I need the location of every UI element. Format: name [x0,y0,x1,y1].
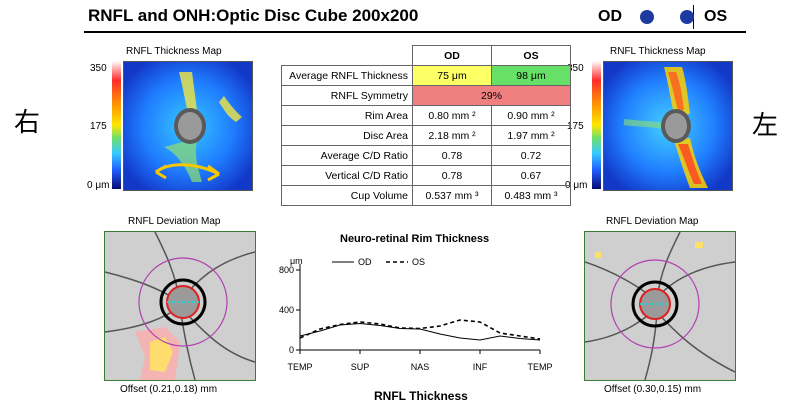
od-value: 0.78 [412,165,492,186]
row-label: Cup Volume [281,185,413,206]
od-scale-min: 0 μm [87,180,110,191]
legend-label-os: OS [412,257,425,267]
os-value: 0.72 [491,145,571,166]
metrics-table-container: OD OS Average RNFL Thickness 75 μm 98 μm… [281,45,571,206]
od-value: 2.18 mm ² [412,125,492,146]
right-eye-side-label: 右 [14,108,41,138]
od-scale-mid: 175 [90,121,107,132]
row-label: Average C/D Ratio [281,145,413,166]
table-row: RNFL Symmetry 29% [281,85,571,106]
table-row: Average RNFL Thickness 75 μm 98 μm [281,65,571,86]
od-scale-max: 350 [90,63,107,74]
row-label: Average RNFL Thickness [281,65,413,86]
page-title: RNFL and ONH:Optic Disc Cube 200x200 [88,6,419,25]
table-row: Average C/D Ratio 0.78 0.72 [281,145,571,166]
od-deviation-map-label: RNFL Deviation Map [128,216,221,227]
od-color-scale [112,61,121,189]
metrics-table: OD OS Average RNFL Thickness 75 μm 98 μm… [281,45,571,206]
x-tick-label: SUP [351,362,370,372]
y-tick-label: 0 [289,345,294,355]
os-value: 0.67 [491,165,571,186]
os-thickness-map-label: RNFL Thickness Map [610,46,706,57]
os-color-scale [592,61,601,189]
y-tick-label: 800 [279,265,294,275]
os-value: 98 μm [491,65,571,86]
os-dot-icon [680,10,694,24]
os-scale-max: 350 [567,63,584,74]
os-offset: Offset (0.30,0.15) mm [604,384,702,395]
os-scale-mid: 175 [567,121,584,132]
os-value: 1.97 mm ² [491,125,571,146]
row-label: Rim Area [281,105,413,126]
chart-ylabel: μm [290,256,303,266]
od-thickness-map-label: RNFL Thickness Map [126,46,222,57]
od-deviation-map [104,231,256,381]
od-dot-icon [640,10,654,24]
legend-label-od: OD [358,257,372,267]
x-tick-label: NAS [411,362,430,372]
x-tick-label: TEMP [527,362,552,372]
od-value: 75 μm [412,65,492,86]
y-tick-label: 400 [279,305,294,315]
od-value: 0.80 mm ² [412,105,492,126]
series-line-os [299,319,541,340]
table-row: Vertical C/D Ratio 0.78 0.67 [281,165,571,186]
table-row: Rim Area 0.80 mm ² 0.90 mm ² [281,105,571,126]
od-value: 0.78 [412,145,492,166]
row-label: Disc Area [281,125,413,146]
od-value: 0.537 mm ³ [412,185,492,206]
od-offset: Offset (0.21,0.18) mm [120,384,218,395]
od-thickness-map [123,61,253,191]
row-label: RNFL Symmetry [281,85,413,106]
os-deviation-map [584,231,736,381]
os-value: 0.483 mm ³ [491,185,571,206]
os-value: 0.90 mm ² [491,105,571,126]
rnfl-thickness-heading: RNFL Thickness [374,389,468,403]
row-label: Vertical C/D Ratio [281,165,413,186]
table-row: Disc Area 2.18 mm ² 1.97 mm ² [281,125,571,146]
left-eye-side-label: 左 [752,111,779,141]
chart-title: Neuro-retinal Rim Thickness [340,233,490,245]
table-header-od: OD [412,45,492,66]
os-label: OS [704,8,728,25]
x-tick-label: INF [473,362,488,372]
x-tick-label: TEMP [287,362,312,372]
header-divider [84,31,746,33]
os-scale-min: 0 μm [565,180,588,191]
table-header-os: OS [491,45,571,66]
od-label: OD [598,8,622,25]
rim-thickness-chart: μm OD OS 0 400 800 TEMP SUP NAS INF TEMP [279,256,553,372]
os-deviation-map-label: RNFL Deviation Map [606,216,699,227]
symmetry-value: 29% [412,85,571,106]
table-header-blank [282,46,413,66]
os-thickness-map [603,61,733,191]
table-row: Cup Volume 0.537 mm ³ 0.483 mm ³ [281,185,571,206]
